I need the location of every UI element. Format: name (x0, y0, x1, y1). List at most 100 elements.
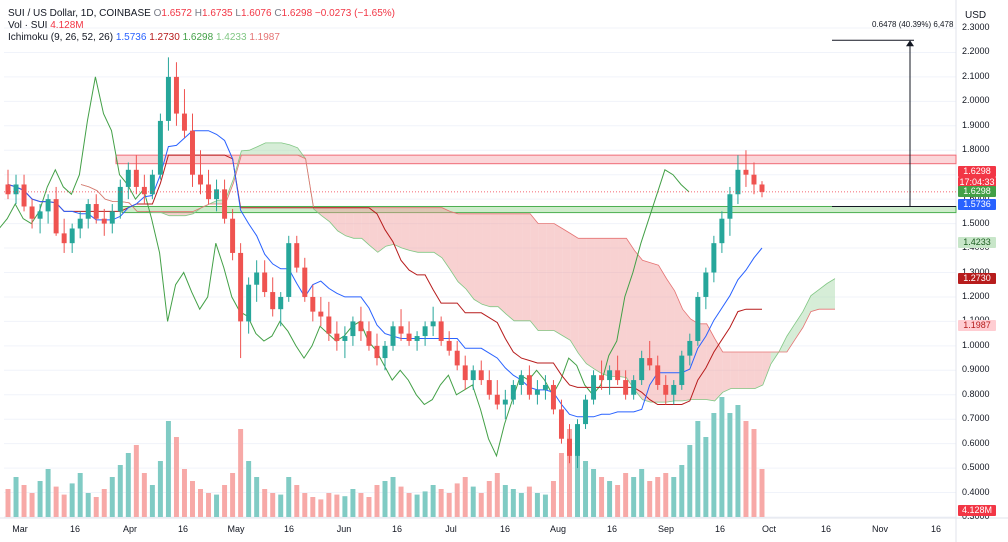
volume-bar (37, 481, 43, 517)
cloud-segment (666, 278, 675, 403)
cloud-segment (361, 207, 370, 246)
ichi-lagging-value: 1.6298 (182, 32, 214, 43)
candle-body (414, 336, 420, 341)
volume-bar (69, 483, 75, 517)
cloud-segment (538, 223, 547, 331)
volume-bar (518, 493, 524, 517)
candle (687, 333, 693, 366)
candle-body (157, 120, 163, 175)
cloud-segment (369, 207, 378, 253)
candle-body (575, 424, 580, 456)
ichi-base-value: 1.2730 (149, 32, 180, 43)
volume-bar (486, 481, 492, 517)
volume-bar (470, 486, 476, 517)
candle (502, 389, 508, 420)
c-val: 1.6298 (281, 8, 313, 19)
volume-bar (390, 477, 396, 517)
candle-body (550, 384, 556, 410)
candle-body (214, 189, 220, 200)
volume-bar (93, 497, 99, 517)
y-tick-label: 2.1000 (962, 70, 990, 81)
candle (85, 199, 91, 229)
candle-body (125, 169, 131, 187)
cloud-segment (321, 207, 330, 222)
cloud-segment (169, 211, 178, 216)
candle-body (246, 284, 252, 322)
y-tick-label: 1.2000 (962, 290, 990, 301)
candle-body (310, 296, 316, 312)
legend: SUI / US Dollar, 1D, COINBASE O1.6572 H1… (8, 8, 395, 44)
ichi-spanb-value: 1.1987 (249, 32, 280, 43)
x-tick-label: 16 (930, 524, 942, 534)
cloud-segment (546, 223, 555, 331)
candles (5, 57, 765, 469)
candle-body (671, 384, 677, 395)
cloud-segment (738, 351, 747, 389)
candle (350, 316, 356, 346)
candle (286, 235, 292, 302)
candle-body (470, 370, 476, 381)
candle (727, 186, 733, 236)
cloud-segment (345, 207, 354, 239)
candle-body (639, 358, 645, 381)
candle-body (406, 333, 412, 341)
volume-label[interactable]: Vol · SUI (8, 20, 48, 31)
candle-body (398, 326, 404, 334)
candle-body (558, 409, 564, 439)
y-tick-label: 0.9000 (962, 364, 990, 375)
x-tick-label: Jul (445, 524, 457, 534)
volume-bar (326, 493, 332, 517)
cloud-segment (594, 238, 603, 374)
candle (567, 424, 572, 464)
volume-bar (382, 481, 388, 517)
candle-body (518, 375, 524, 385)
volume-bar (294, 485, 300, 517)
volume-tag: 4.128M (958, 505, 996, 516)
l-val: 1.6076 (240, 8, 272, 19)
candle-body (37, 211, 43, 219)
volume-bar (222, 485, 228, 517)
candle-body (751, 174, 757, 185)
cloud-segment (802, 295, 811, 328)
symbol-label[interactable]: SUI / US Dollar, 1D, COINBASE (8, 8, 151, 19)
candle-body (294, 243, 300, 268)
candle-body (198, 174, 203, 185)
candle (198, 150, 203, 195)
volume-bar (494, 473, 500, 517)
candle (318, 296, 324, 327)
y-tick-label: 1.5000 (962, 217, 990, 228)
candle-body (21, 184, 27, 207)
volume-bar (639, 469, 645, 517)
candle (390, 321, 396, 351)
candle (639, 350, 645, 385)
candle (214, 179, 220, 212)
cloud-segment (586, 238, 595, 370)
cloud-segment (722, 351, 731, 393)
ichimoku-lines (0, 76, 836, 458)
volume-bar (366, 497, 372, 517)
y-tick-label: 2.2000 (962, 46, 990, 57)
volume-bar (510, 489, 516, 517)
volume-bar (173, 437, 179, 517)
volume-bar (422, 491, 428, 517)
currency-label[interactable]: USD (965, 10, 987, 21)
y-tick-label: 2.0000 (962, 95, 990, 106)
volume-bar (478, 493, 484, 517)
candle (711, 235, 717, 283)
cloud-segment (786, 323, 795, 352)
ichimoku-label[interactable]: Ichimoku (9, 26, 52, 26) (8, 32, 114, 43)
cloud-segment (642, 260, 651, 403)
legend-volume-row: Vol · SUI 4.128M (8, 20, 395, 32)
candle (133, 155, 139, 195)
change-value: −0.0273 (−1.65%) (314, 8, 395, 19)
volume-bar (334, 494, 340, 517)
x-tick-label: Nov (871, 524, 889, 534)
spana-tag: 1.4233 (958, 237, 996, 248)
volume-bar (141, 473, 147, 517)
candle (93, 194, 99, 224)
candle-body (623, 380, 629, 395)
candle (310, 284, 316, 322)
volume-bar (181, 469, 187, 517)
lagging-span-line (0, 76, 690, 458)
